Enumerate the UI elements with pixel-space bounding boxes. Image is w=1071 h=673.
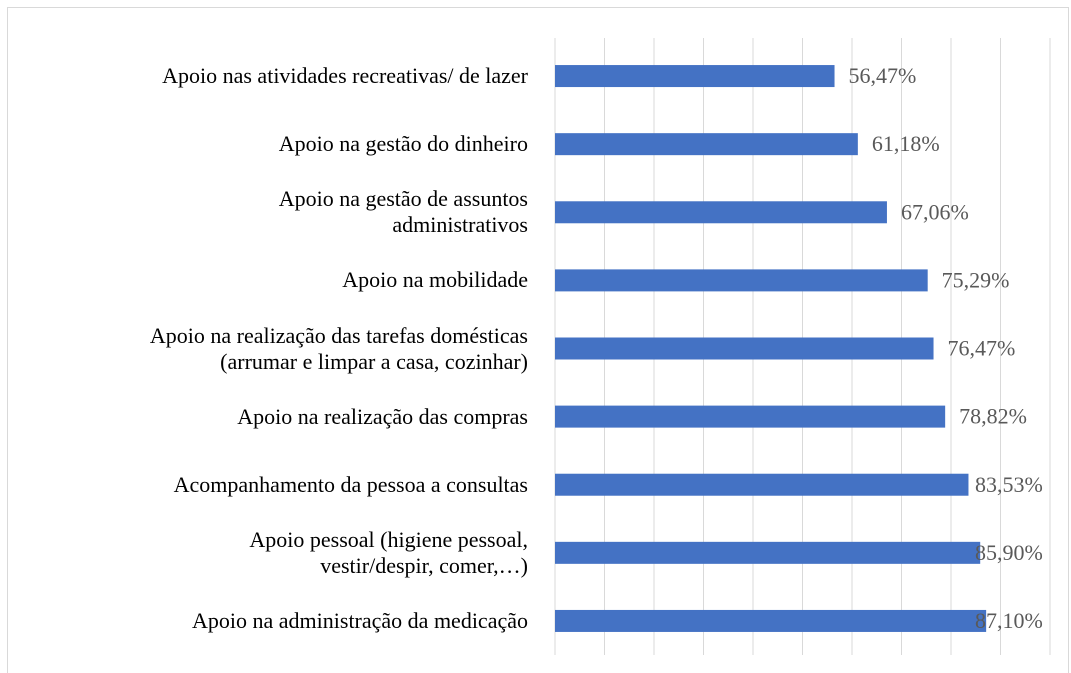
category-label: Apoio na mobilidade [342,267,528,293]
category-label: Apoio na gestão do dinheiro [278,131,528,157]
bar [555,201,887,224]
data-label: 56,47% [849,63,917,88]
data-label: 78,82% [959,404,1027,429]
bar [555,541,981,564]
bar [555,609,987,632]
bar [555,337,934,360]
data-label: 67,06% [901,199,969,224]
category-label: Apoio pessoal (higiene pessoal, vestir/d… [249,526,528,578]
bar [555,65,835,88]
category-label: Apoio nas atividades recreativas/ de laz… [162,63,528,89]
data-label: 87,10% [975,608,1043,633]
data-label: 75,29% [942,267,1010,292]
bar [555,473,969,496]
data-label: 85,90% [975,540,1043,565]
category-label: Apoio na realização das compras [237,403,528,429]
data-label: 61,18% [872,131,940,156]
bar [555,133,858,156]
category-label: Apoio na realização das tarefas doméstic… [149,322,528,374]
bar [555,269,928,292]
category-label: Apoio na gestão de assuntos administrati… [278,186,528,238]
data-label: 76,47% [948,336,1016,361]
bar [555,405,946,428]
category-label: Apoio na administração da medicação [192,607,528,633]
chart-frame [7,7,1069,673]
category-label: Acompanhamento da pessoa a consultas [173,471,528,497]
data-label: 83,53% [975,472,1043,497]
